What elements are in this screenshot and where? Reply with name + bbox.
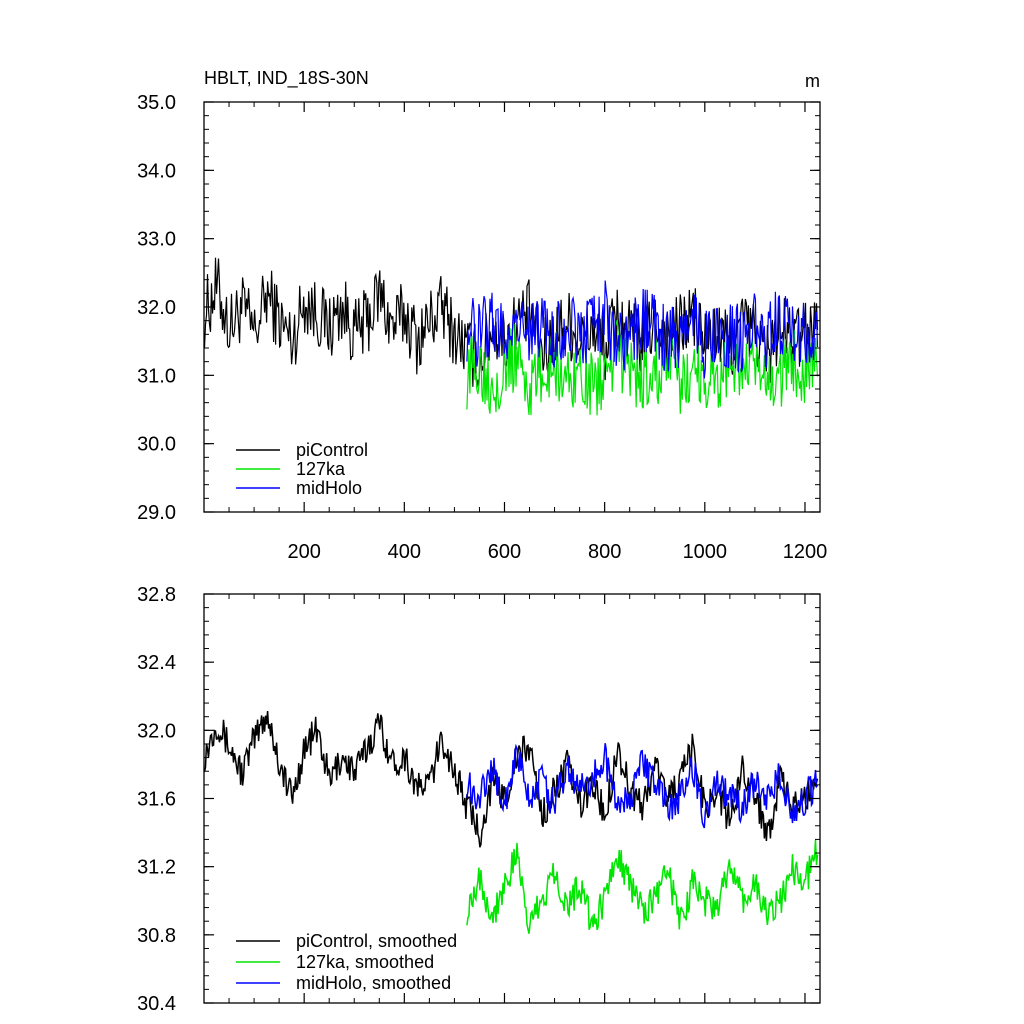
bottom-panel: 30.4 30.8 31.2 31.6 32.0 32.4 32.8 piControl, s… xyxy=(137,584,821,1015)
y-tick-label: 30.8 xyxy=(137,925,176,947)
y-tick-label: 32.0 xyxy=(137,297,176,319)
series-line-midholo-smoothed xyxy=(466,743,819,829)
series-line-midholo xyxy=(466,280,819,379)
y-tick-label: 31.0 xyxy=(137,365,176,387)
x-tick-label: 600 xyxy=(488,541,521,563)
y-tick-label: 31.2 xyxy=(137,857,176,879)
y-tick-label: 32.0 xyxy=(137,720,176,742)
y-tick-label: 35.0 xyxy=(137,92,176,114)
y-tick-label: 30.0 xyxy=(137,434,176,456)
y-tick-label: 34.0 xyxy=(137,160,176,182)
x-tick-label: 1000 xyxy=(683,541,728,563)
legend-label: 127ka xyxy=(296,459,346,479)
legend-label: piControl xyxy=(296,440,368,460)
y-tick-label: 33.0 xyxy=(137,229,176,251)
y-tick-label: 29.0 xyxy=(137,502,176,524)
y-tick-label: 32.8 xyxy=(137,584,176,606)
series-line-picontrol-smoothed xyxy=(203,710,819,848)
series-line-127ka-smoothed xyxy=(466,839,819,934)
top-panel: HBLT, IND_18S-30N m 200 400 600 800 1000 1200… xyxy=(137,68,827,563)
y-tick-label: 30.4 xyxy=(137,993,176,1015)
x-tick-label: 200 xyxy=(287,541,320,563)
series-line-127ka xyxy=(466,319,819,416)
x-tick-label: 1200 xyxy=(783,541,828,563)
legend-label: midHolo xyxy=(296,478,362,498)
x-tick-label: 400 xyxy=(388,541,421,563)
y-tick-label: 31.6 xyxy=(137,789,176,811)
legend-label: 127ka, smoothed xyxy=(296,952,434,972)
legend-label: piControl, smoothed xyxy=(296,931,457,951)
legend-label: midHolo, smoothed xyxy=(296,973,451,993)
x-tick-label: 800 xyxy=(588,541,621,563)
y-tick-label: 32.4 xyxy=(137,652,176,674)
chart-title: HBLT, IND_18S-30N xyxy=(204,68,369,89)
units-label: m xyxy=(805,71,820,91)
